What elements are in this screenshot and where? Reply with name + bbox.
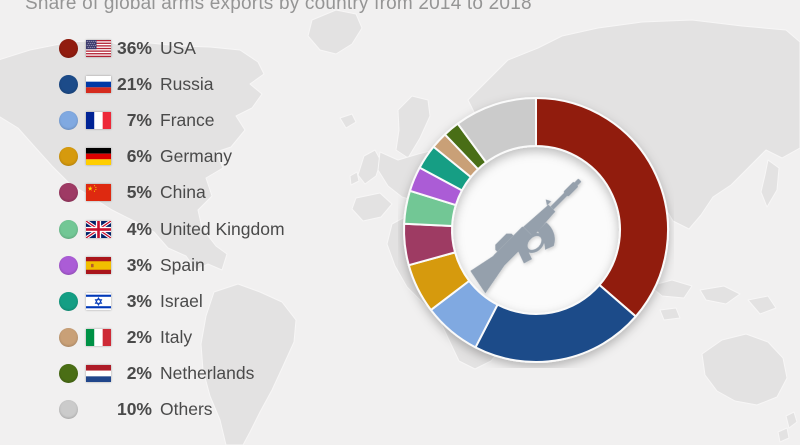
legend-share-label: 7% [126,109,152,130]
rifle-barrel [550,192,568,210]
rifle-icon [470,178,582,294]
rifle-stock [470,254,505,294]
legend-country-label: China [160,182,206,203]
legend-color-dot [59,255,78,275]
flag-netherlands-icon [86,365,111,383]
legend-color-dot [59,291,78,311]
donut-segment-others [456,97,537,164]
legend-share-label: 3% [126,254,152,275]
legend-item-united-kingdom: 4% United Kingdom [59,211,285,247]
flag-russia-icon [86,75,111,93]
legend-item-russia: 21% Russia [59,66,285,102]
legend-share-label: 4% [126,218,152,239]
map-greenland [307,9,363,55]
legend-country-label: USA [160,37,196,58]
legend-item-israel: 3% Israel [59,283,285,319]
chart-title: Share of global arms exports by country … [25,0,532,14]
legend-country-label: Netherlands [160,363,255,384]
map-southeast-asia [649,279,777,321]
legend-color-dot [59,219,78,239]
legend-color-dot [59,400,78,420]
legend-share-label: 5% [126,182,152,203]
map-south-america [200,283,297,445]
map-new-zealand [777,411,798,443]
map-scandinavia [395,95,431,159]
legend-color-dot [59,183,78,203]
donut-ring [403,97,669,363]
legend-country-label: Italy [160,327,193,348]
map-australia [701,333,788,406]
legend-item-spain: 3% Spain [59,247,285,283]
legend-item-others: 10% Others [59,392,285,428]
legend-share-label: 6% [126,146,152,167]
legend-country-label: Spain [160,254,205,275]
legend-share-label: 36% [116,37,152,58]
legend-share-label: 21% [116,73,152,94]
rifle-muzzle-tip [574,178,582,186]
flag-france-icon [86,111,111,129]
legend-country-label: Germany [160,146,232,167]
flag-usa-icon [86,39,111,57]
legend-color-dot [59,110,78,130]
flag-spain-icon [86,256,111,274]
legend-item-netherlands: 2% Netherlands [59,356,285,392]
rifle-receiver [493,226,533,267]
rifle-grip [518,244,532,264]
legend-item-china: 5% China [59,175,285,211]
map-japan [760,159,780,208]
arms-exports-donut-chart [403,97,669,363]
legend: 36% USA 21% Russia 7% France 6% Germany 5% China 4… [59,30,285,428]
flag-israel-icon [86,292,111,310]
legend-item-italy: 2% Italy [59,320,285,356]
legend-color-dot [59,38,78,58]
rifle-magazine [537,222,555,250]
map-british-isles [349,149,382,186]
legend-color-dot [59,364,78,384]
donut-segment-usa [535,97,669,318]
legend-country-label: France [160,109,215,130]
legend-color-dot [59,147,78,167]
rifle-front-sight [545,199,552,206]
rifle-muzzle [563,182,578,197]
legend-share-label: 2% [126,327,152,348]
legend-item-france: 7% France [59,102,285,138]
legend-country-label: Russia [160,73,214,94]
legend-color-dot [59,74,78,94]
legend-color-dot [59,328,78,348]
flag-germany-icon [86,148,111,166]
legend-share-label: 3% [126,290,152,311]
legend-country-label: United Kingdom [160,218,285,239]
rifle-carry-handle [495,233,514,252]
legend-share-label: 2% [126,363,152,384]
legend-country-label: Israel [160,290,203,311]
legend-country-label: Others [160,399,213,420]
flag-china-icon [86,184,111,202]
legend-item-germany: 6% Germany [59,139,285,175]
legend-item-usa: 36% USA [59,30,285,66]
flag-italy-icon [86,329,111,347]
map-iberia [351,192,393,222]
map-north-america [0,39,265,271]
map-iceland [339,113,357,129]
legend-share-label: 10% [116,399,152,420]
flag-uk-icon [86,220,111,238]
rifle-handguard [523,204,556,237]
